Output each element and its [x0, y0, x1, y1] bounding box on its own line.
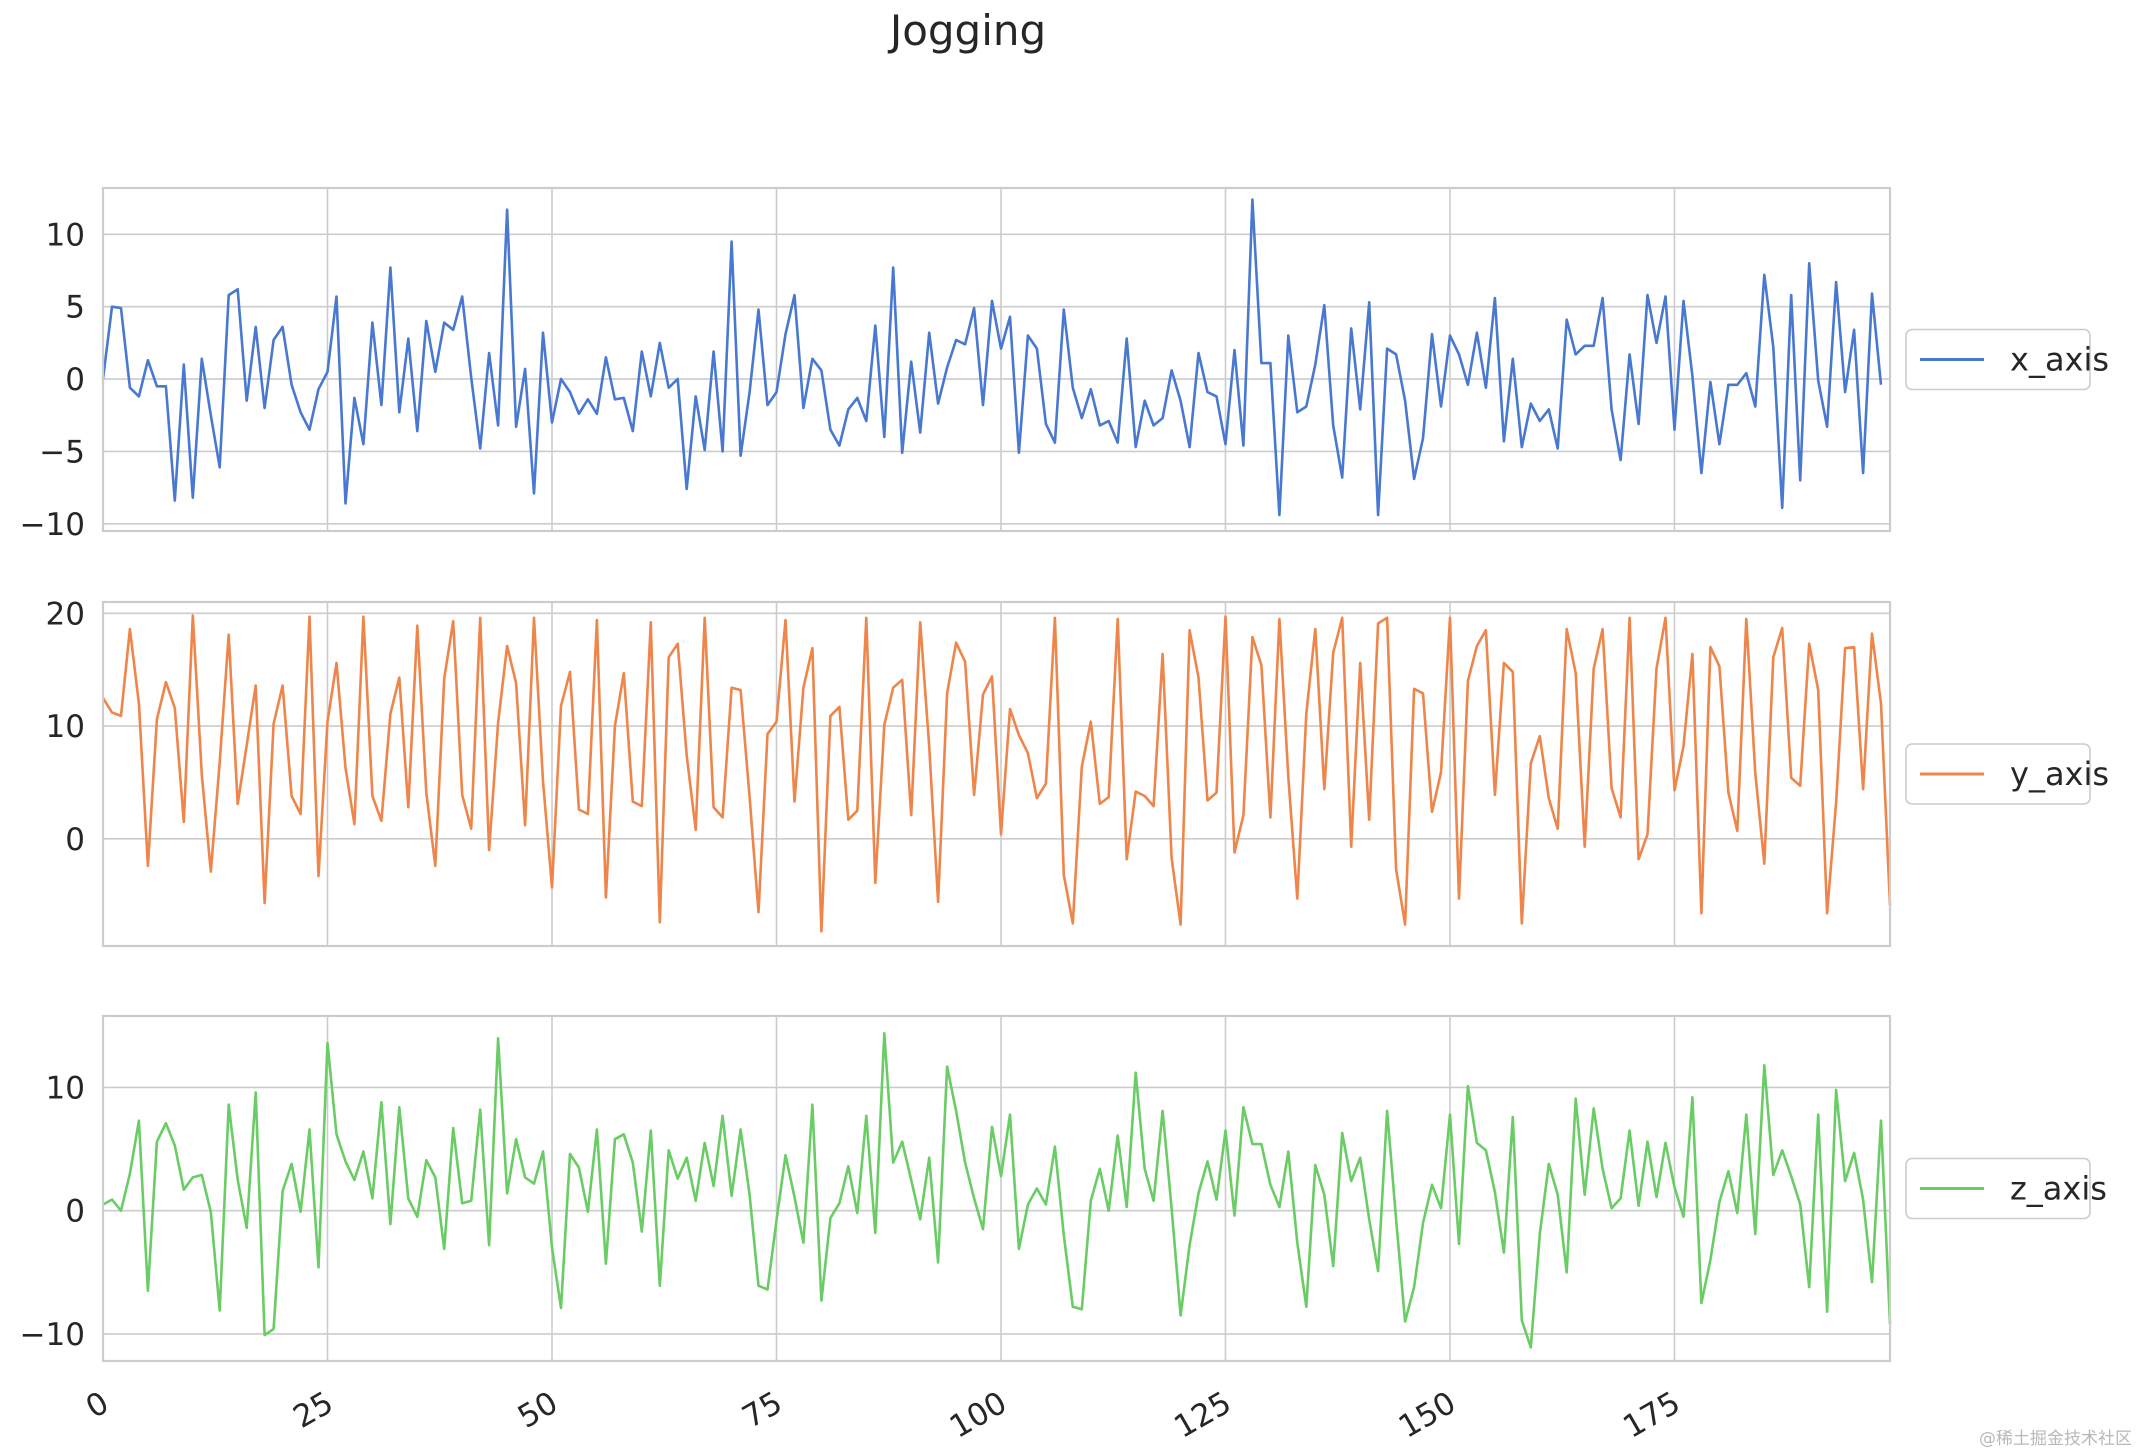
legend-label: z_axis	[2010, 1170, 2107, 1208]
legend-label: x_axis	[2010, 341, 2109, 379]
legend-box	[1905, 743, 2091, 805]
plot-area	[103, 188, 1890, 531]
legend-z_axis: z_axis	[1905, 1157, 2107, 1220]
x-tick-label: 75	[736, 1385, 788, 1436]
y-tick-label: 0	[65, 1194, 85, 1230]
subplot-x_axis: 10 5 0 −5 −10 x_axis	[20, 186, 2109, 543]
y-tick-label: −10	[20, 507, 85, 543]
plot-frame	[101, 1014, 1892, 1363]
legend-label: y_axis	[2010, 755, 2109, 793]
y-tick-label: 0	[65, 362, 85, 398]
plot-area	[103, 1016, 1890, 1361]
x-tick-label: 0	[80, 1385, 115, 1426]
x-tick-label: 150	[1393, 1385, 1462, 1446]
chart-title: Jogging	[887, 6, 1046, 55]
legend-box	[1905, 1157, 2091, 1220]
x-tick-label: 100	[944, 1385, 1013, 1446]
y-tick-label: 20	[46, 596, 85, 632]
plot-frame	[101, 600, 1892, 948]
y-tick-label: 10	[46, 709, 85, 745]
y-tick-label: −10	[20, 1317, 85, 1353]
y-tick-label: −5	[39, 434, 85, 470]
subplot-y_axis: 20 10 0 y_axis	[46, 596, 2109, 948]
y-tick-label: 0	[65, 822, 85, 858]
subplots: 10 5 0 −5 −10 x_axis 20 10 0 y_axis 10 0 −10 z_axis	[20, 186, 2109, 1363]
legend-x_axis: x_axis	[1905, 328, 2109, 391]
y-tick-label: 5	[65, 290, 85, 326]
y-tick-label: 10	[46, 1070, 85, 1106]
x-tick-label: 175	[1617, 1385, 1686, 1446]
legend-y_axis: y_axis	[1905, 743, 2109, 805]
x-tick-label: 25	[287, 1385, 339, 1436]
series-line-x_axis	[101, 198, 1883, 517]
subplot-z_axis: 10 0 −10 z_axis	[20, 1014, 2107, 1363]
series-line-z_axis	[102, 1032, 1892, 1349]
series-line-y_axis	[101, 614, 1892, 933]
x-tick-label: 125	[1168, 1385, 1237, 1446]
x-tick-label: 50	[512, 1385, 564, 1436]
x-tick-labels: 0 25 50 75 100 125 150 175	[80, 1385, 1687, 1446]
plot-frame	[101, 186, 1892, 533]
watermark: @稀土掘金技术社区	[1979, 1429, 2132, 1449]
y-tick-label: 10	[46, 217, 85, 253]
legend-box	[1905, 328, 2091, 391]
